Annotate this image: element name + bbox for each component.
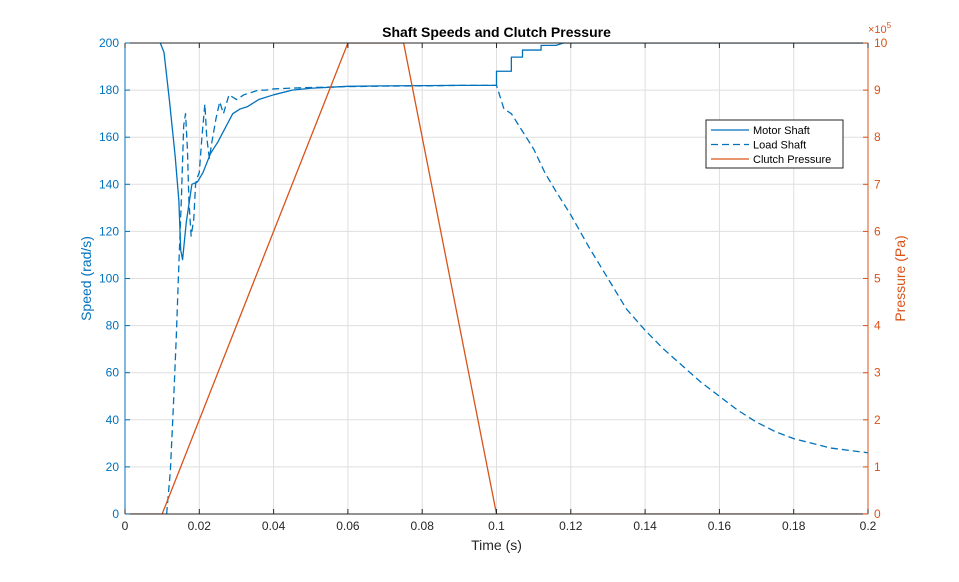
series-line-load-shaft [165, 84, 868, 514]
y-tick-label-right: 7 [874, 177, 881, 191]
y-tick-label-right: 0 [874, 507, 881, 521]
x-tick-label: 0.08 [411, 519, 435, 533]
y-tick-label-left: 80 [106, 319, 120, 333]
y-tick-label-left: 40 [106, 413, 120, 427]
y-axis-label-right: Pressure (Pa) [892, 235, 908, 321]
x-tick-label: 0 [122, 519, 129, 533]
y-tick-label-left: 60 [106, 366, 120, 380]
legend-label: Clutch Pressure [753, 154, 831, 166]
x-tick-label: 0.04 [262, 519, 286, 533]
y-axis-label-left: Speed (rad/s) [78, 236, 94, 321]
y-tick-label-right: 3 [874, 366, 881, 380]
y-tick-label-left: 0 [112, 507, 119, 521]
y-tick-label-right: 1 [874, 460, 881, 474]
x-tick-label: 0.14 [633, 519, 657, 533]
x-tick-label: 0.16 [708, 519, 732, 533]
grid [125, 43, 868, 514]
chart-title: Shaft Speeds and Clutch Pressure [382, 24, 611, 40]
x-tick-label: 0.02 [188, 519, 212, 533]
right-axis-exponent: ×105 [868, 21, 892, 36]
series-group [125, 43, 868, 514]
y-tick-label-right: 2 [874, 413, 881, 427]
y-tick-label-left: 200 [99, 36, 119, 50]
y-tick-label-right: 9 [874, 83, 881, 97]
y-tick-label-right: 4 [874, 319, 881, 333]
x-tick-label: 0.2 [860, 519, 877, 533]
legend-label: Motor Shaft [753, 125, 810, 137]
x-tick-label: 0.18 [782, 519, 806, 533]
y-tick-label-right: 10 [874, 36, 888, 50]
y-tick-label-right: 8 [874, 130, 881, 144]
exponent-power: 5 [887, 21, 892, 30]
y-tick-label-left: 160 [99, 130, 119, 144]
x-tick-label: 0.12 [559, 519, 583, 533]
y-tick-label-left: 20 [106, 460, 120, 474]
axes: 0 0.02 0.04 0.06 0.08 0.1 0.12 0.14 0.16 0.18 0.20… [99, 36, 888, 533]
x-axis-label: Time (s) [471, 537, 522, 553]
y-tick-label-left: 180 [99, 83, 119, 97]
x-tick-label: 0.06 [336, 519, 360, 533]
exponent-base: ×10 [868, 24, 887, 36]
y-tick-label-left: 120 [99, 224, 119, 238]
y-tick-label-right: 6 [874, 224, 881, 238]
axis-labels: Shaft Speeds and Clutch Pressure Time (s… [78, 21, 908, 553]
x-tick-label: 0.1 [488, 519, 505, 533]
legend-label: Load Shaft [753, 140, 806, 152]
y-tick-label-left: 100 [99, 272, 119, 286]
y-tick-label-right: 5 [874, 272, 881, 286]
legend: Motor Shaft Load Shaft Clutch Pressure [705, 119, 844, 169]
series-line-motor-shaft [159, 43, 868, 261]
y-tick-label-left: 140 [99, 177, 119, 191]
